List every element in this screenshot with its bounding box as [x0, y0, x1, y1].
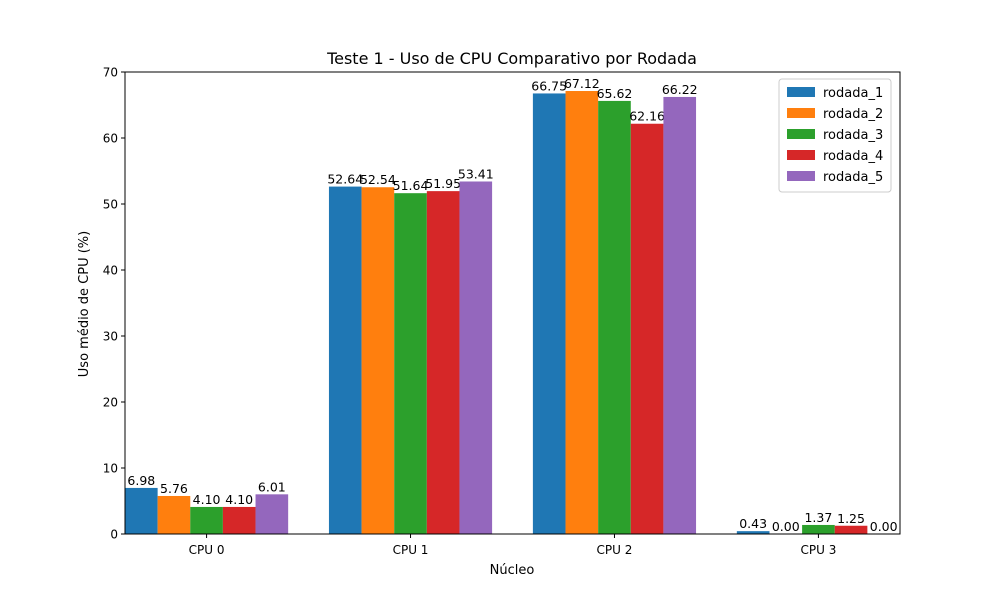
y-tick-label-20: 20 — [103, 396, 118, 410]
data-label-rodada_5-2: 66.22 — [662, 82, 698, 97]
legend-label-rodada_4: rodada_4 — [823, 149, 883, 164]
bar-rodada_1-2 — [532, 93, 566, 534]
legend-label-rodada_5: rodada_5 — [823, 170, 883, 185]
legend-label-rodada_2: rodada_2 — [823, 107, 883, 122]
x-tick-label-2: CPU 2 — [597, 543, 633, 557]
bar-rodada_3-2 — [598, 100, 631, 534]
data-label-rodada_1-2: 66.75 — [531, 78, 567, 93]
y-tick-label-70: 70 — [103, 66, 118, 80]
data-label-rodada_4-2: 62.16 — [629, 109, 665, 124]
y-axis-label: Uso médio de CPU (%) — [77, 231, 92, 377]
legend: rodada_1 rodada_2 rodada_3 rodada_4 rodada_5 — [778, 78, 892, 193]
data-label-rodada_4-1: 51.95 — [425, 176, 461, 191]
legend-swatch-rodada_2 — [787, 108, 815, 118]
legend-label-rodada_3: rodada_3 — [823, 128, 883, 143]
y-tick-label-10: 10 — [103, 462, 118, 476]
legend-swatch-rodada_3 — [787, 129, 815, 139]
x-axis-label: Núcleo — [490, 563, 535, 578]
data-label-rodada_5-1: 53.41 — [458, 166, 494, 181]
bar-rodada_5-2 — [663, 96, 697, 534]
y-tick-label-30: 30 — [103, 330, 118, 344]
data-label-rodada_2-0: 5.76 — [160, 481, 188, 496]
x-tick-label-3: CPU 3 — [800, 543, 836, 557]
data-label-rodada_5-0: 6.01 — [258, 479, 286, 494]
data-label-rodada_3-3: 1.37 — [804, 510, 832, 525]
bar-rodada_2-0 — [157, 495, 191, 534]
bar-rodada_3-0 — [190, 506, 223, 534]
data-label-rodada_1-1: 52.64 — [327, 172, 363, 187]
data-label-rodada_3-0: 4.10 — [193, 492, 221, 507]
data-label-rodada_2-3: 0.00 — [772, 519, 800, 534]
bar-rodada_1-1 — [328, 186, 362, 534]
bar-rodada_3-3 — [802, 524, 835, 534]
bar-rodada_5-0 — [255, 494, 289, 534]
legend-swatch-rodada_4 — [787, 150, 815, 160]
axes-frame — [124, 71, 901, 535]
y-tick-label-0: 0 — [110, 528, 118, 542]
bar-rodada_4-3 — [834, 525, 868, 534]
data-label-rodada_1-3: 0.43 — [739, 516, 767, 531]
legend-swatch-rodada_5 — [787, 171, 815, 181]
data-label-rodada_4-3: 1.25 — [837, 511, 865, 526]
y-tick-label-40: 40 — [103, 264, 118, 278]
bar-rodada_4-1 — [426, 191, 460, 534]
legend-label-rodada_1: rodada_1 — [823, 86, 883, 101]
y-tick-label-60: 60 — [103, 132, 118, 146]
bar-rodada_1-0 — [125, 487, 158, 534]
legend-box — [778, 78, 892, 193]
data-label-rodada_3-2: 65.62 — [597, 86, 633, 101]
bar-rodada_1-3 — [736, 531, 770, 534]
bar-rodada_5-1 — [459, 181, 493, 535]
bar-rodada_3-1 — [394, 193, 427, 534]
data-label-rodada_2-1: 52.54 — [360, 172, 396, 187]
legend-swatch-rodada_1 — [787, 87, 815, 97]
bar-rodada_2-1 — [361, 187, 395, 535]
data-label-rodada_2-2: 67.12 — [564, 76, 600, 91]
data-label-rodada_3-1: 51.64 — [393, 178, 429, 193]
plot-area: 6.98 52.64 66.75 0.43 5.76 52.54 67.12 0.00 4.10… — [103, 66, 901, 557]
data-label-rodada_4-0: 4.10 — [225, 492, 253, 507]
x-tick-label-0: CPU 0 — [189, 543, 225, 557]
bar-rodada_4-0 — [222, 506, 256, 534]
y-tick-label-50: 50 — [103, 198, 118, 212]
bar-rodada_4-2 — [630, 123, 664, 535]
data-label-rodada_1-0: 6.98 — [127, 473, 155, 488]
data-label-rodada_5-3: 0.00 — [870, 519, 898, 534]
x-tick-label-1: CPU 1 — [393, 543, 429, 557]
chart-title: Teste 1 - Uso de CPU Comparativo por Rod… — [326, 49, 697, 68]
bar-rodada_2-2 — [565, 91, 599, 534]
